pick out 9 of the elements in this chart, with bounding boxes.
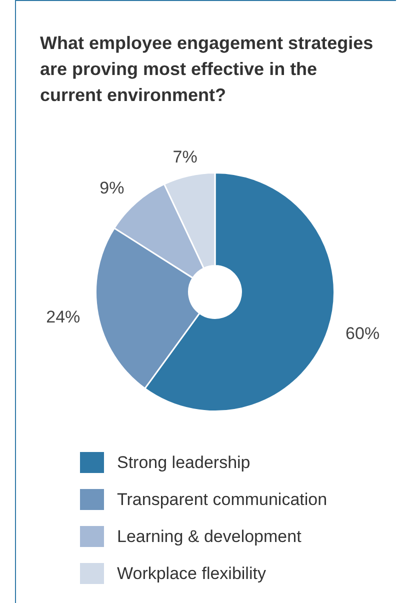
legend-label: Learning & development (117, 526, 302, 546)
data-label: 9% (100, 178, 124, 198)
data-label: 24% (46, 307, 80, 326)
chart-title: What employee engagement strategies are proving most effective in the current environment? (40, 32, 374, 107)
legend-label: Strong leadership (117, 452, 250, 472)
data-label: 60% (346, 324, 380, 344)
legend-label: Workplace flexibility (117, 564, 266, 584)
legend-label: Transparent communication (117, 490, 328, 510)
data-label: 7% (172, 148, 198, 167)
